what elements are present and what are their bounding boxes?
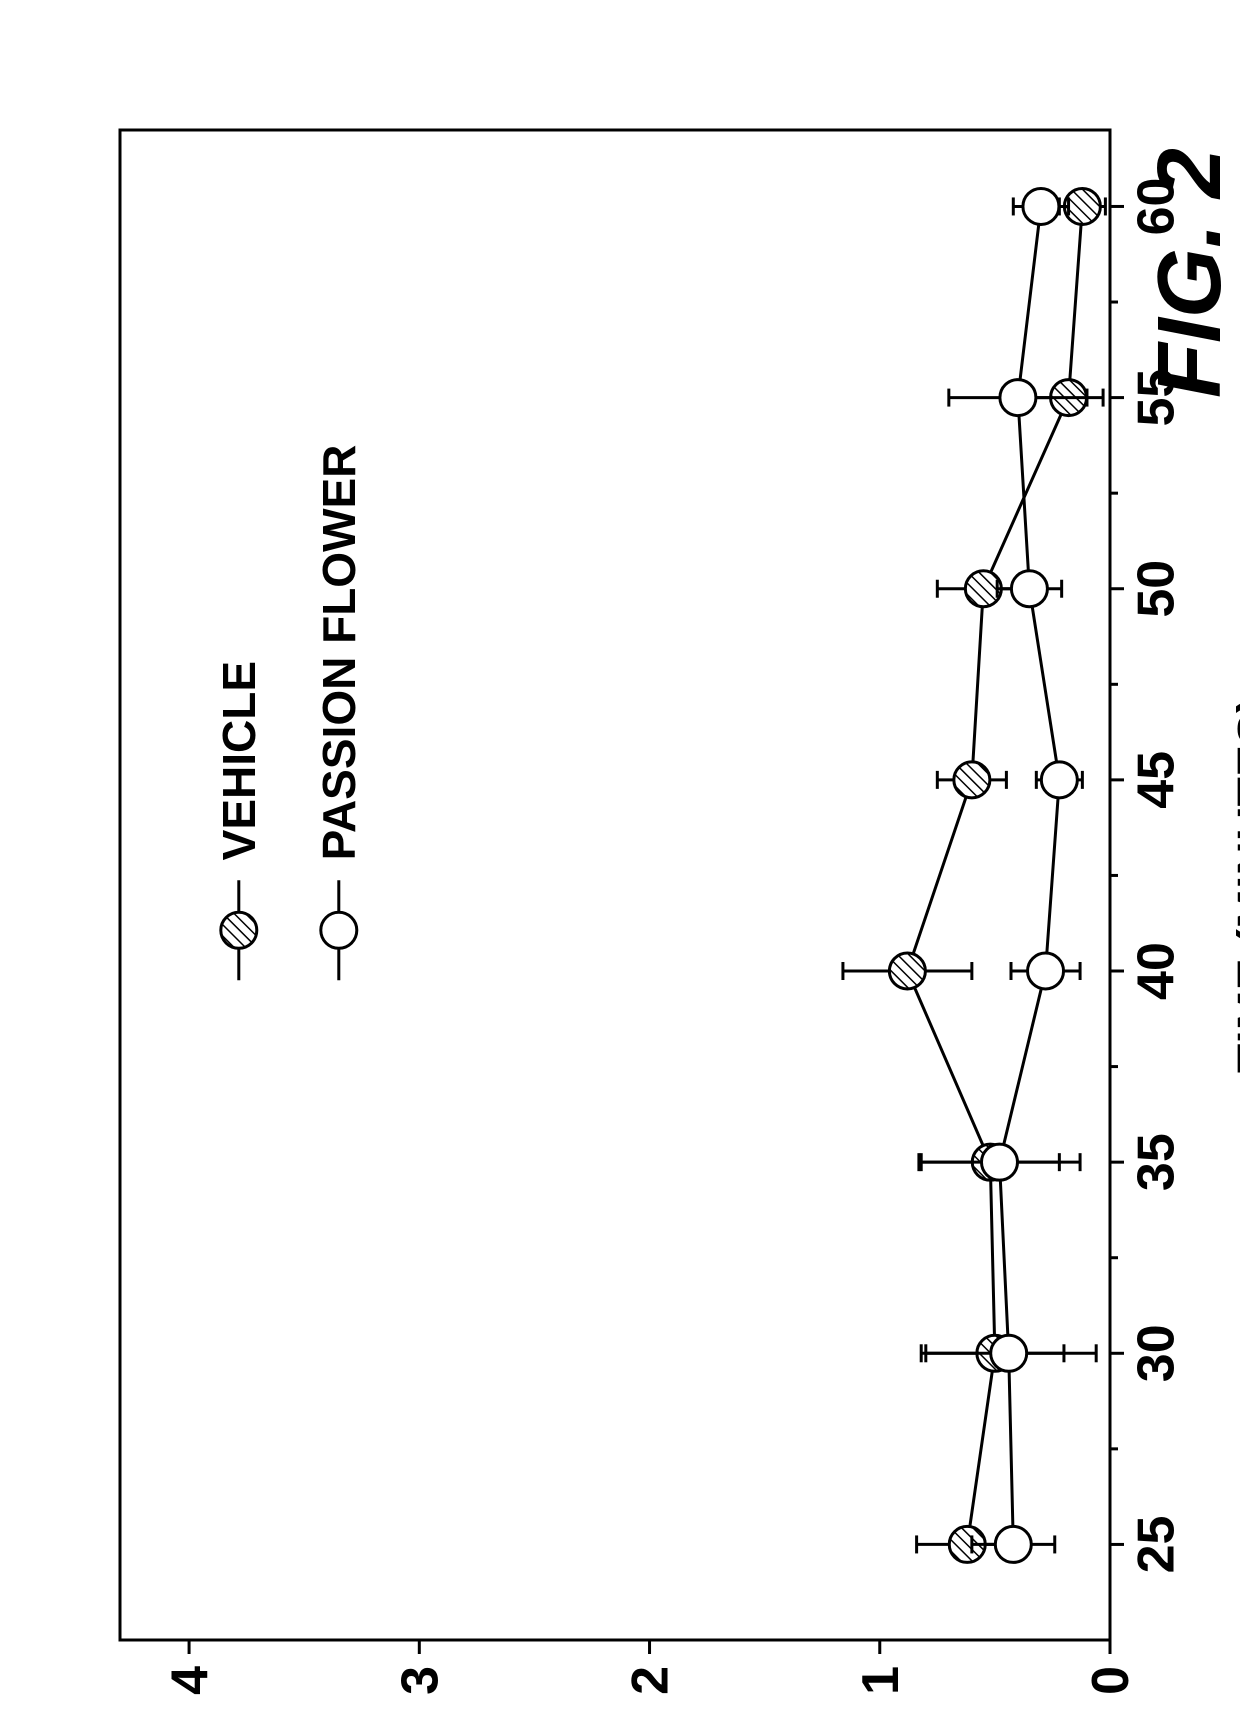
svg-text:3: 3 — [392, 1666, 450, 1695]
marker-vehicle — [954, 762, 990, 798]
svg-text:50: 50 — [1127, 560, 1185, 618]
svg-text:40: 40 — [1127, 942, 1185, 1000]
svg-text:1: 1 — [852, 1666, 910, 1695]
marker-passion — [995, 1526, 1031, 1562]
marker-passion — [1011, 571, 1047, 607]
marker-passion — [1028, 953, 1064, 989]
x-axis-label: TIME (MINUTES) — [1229, 697, 1240, 1073]
legend-marker-passion — [321, 912, 357, 948]
svg-text:4: 4 — [161, 1666, 219, 1695]
marker-passion — [981, 1144, 1017, 1180]
legend-label-vehicle: VEHICLE — [213, 661, 265, 860]
marker-passion — [991, 1335, 1027, 1371]
velocity-chart: 253035404550556001234TIME (MINUTES)AVERA… — [0, 0, 1240, 1710]
figure-container: 253035404550556001234TIME (MINUTES)AVERA… — [0, 0, 1240, 1710]
legend-label-passion: PASSION FLOWER — [313, 445, 365, 861]
marker-passion — [1041, 762, 1077, 798]
marker-vehicle — [889, 953, 925, 989]
svg-text:2: 2 — [622, 1666, 680, 1695]
figure-label: FIG. 2 — [1140, 148, 1240, 398]
marker-passion — [1000, 380, 1036, 416]
marker-passion — [1023, 188, 1059, 224]
svg-text:35: 35 — [1127, 1133, 1185, 1191]
svg-text:25: 25 — [1127, 1516, 1185, 1574]
legend-marker-vehicle — [221, 912, 257, 948]
svg-text:0: 0 — [1082, 1666, 1140, 1695]
svg-text:30: 30 — [1127, 1324, 1185, 1382]
svg-text:45: 45 — [1127, 751, 1185, 809]
